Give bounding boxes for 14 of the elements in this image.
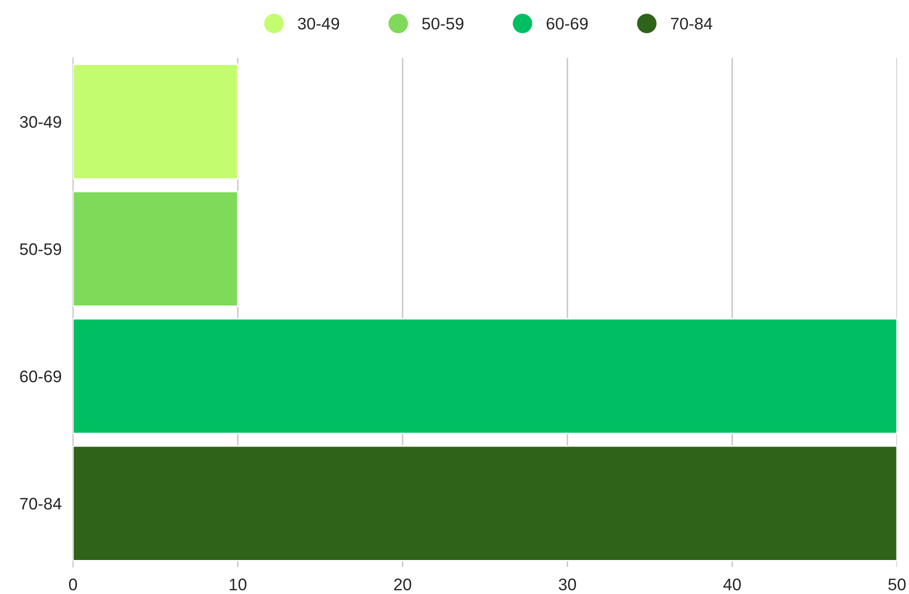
y-tick-label: 70-84 (20, 498, 62, 510)
x-tick-label: 20 (394, 578, 412, 590)
legend-label: 60-69 (546, 18, 588, 30)
y-tick-label: 60-69 (20, 370, 62, 382)
legend-label: 70-84 (670, 18, 712, 30)
x-tick-label: 10 (230, 578, 246, 590)
y-tick-label: 50-59 (20, 243, 62, 256)
legend-label: 50-59 (422, 18, 464, 30)
y-tick-label: 30-49 (20, 116, 62, 128)
x-tick-label: 30 (558, 578, 576, 590)
x-tick-label: 0 (69, 578, 77, 590)
x-tick-label: 50 (888, 578, 906, 590)
x-tick-label: 40 (723, 578, 741, 590)
legend-label: 30-49 (298, 18, 340, 30)
